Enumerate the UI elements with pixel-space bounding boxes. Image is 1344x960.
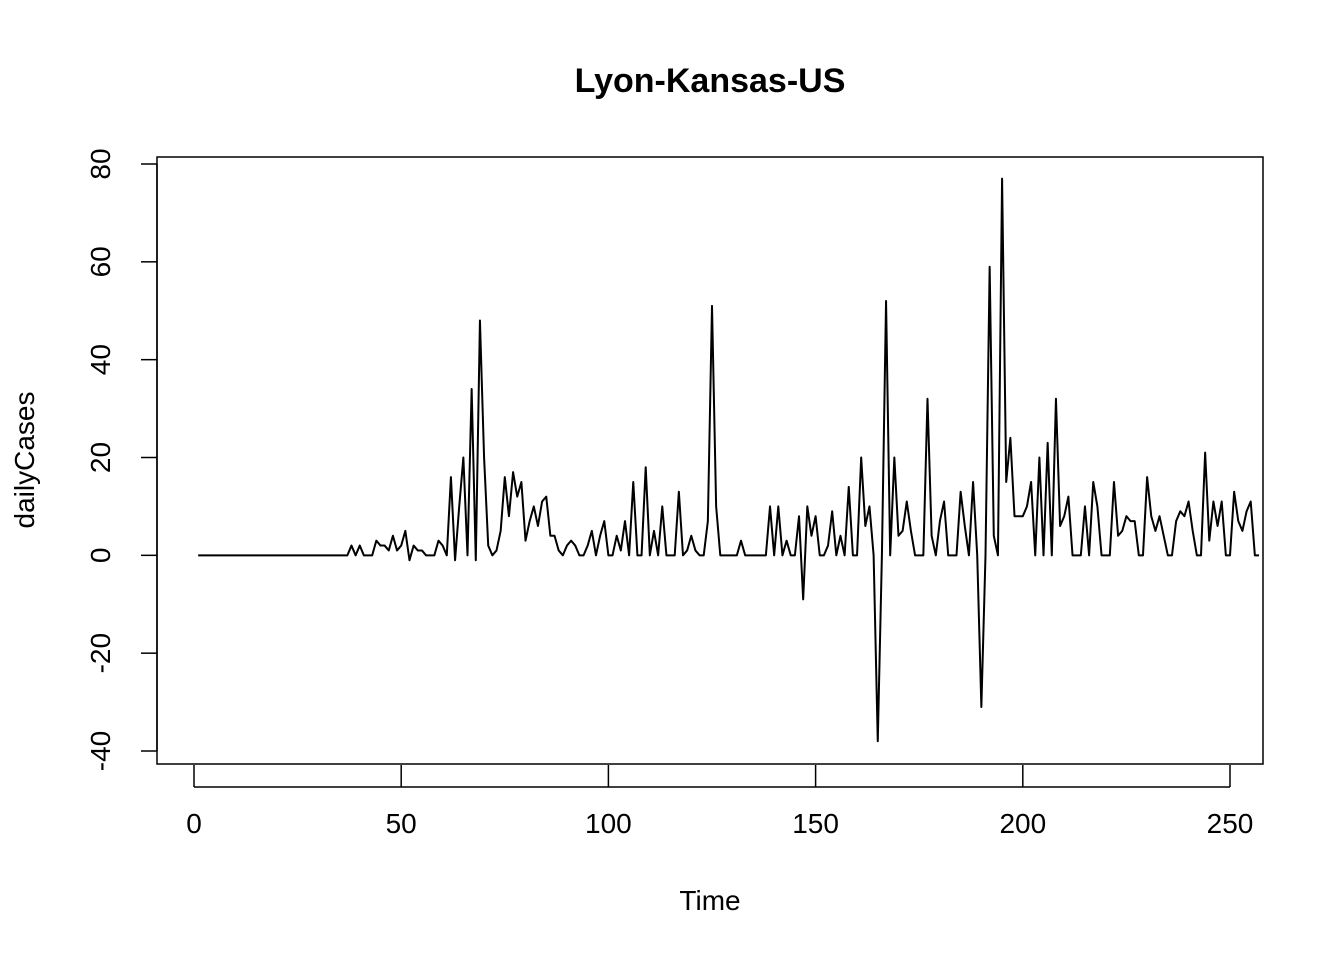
x-tick-label: 100: [585, 808, 632, 839]
y-axis-label: dailyCases: [9, 392, 40, 529]
y-tick-label: 80: [85, 148, 116, 179]
y-tick-label: 40: [85, 344, 116, 375]
plot-area: [198, 177, 1260, 743]
chart-title: Lyon-Kansas-US: [575, 62, 846, 100]
x-tick-label: 200: [999, 808, 1046, 839]
y-tick-label: 60: [85, 246, 116, 277]
y-tick-label: -20: [85, 633, 116, 673]
x-axis: 0 50 100 150 200 250: [186, 765, 1253, 839]
x-axis-label: Time: [679, 885, 740, 916]
x-tick-label: 50: [386, 808, 417, 839]
x-tick-label: 0: [186, 808, 202, 839]
y-tick-label: -40: [85, 731, 116, 771]
x-tick-label: 250: [1207, 808, 1254, 839]
x-tick-label: 150: [792, 808, 839, 839]
y-tick-label: 20: [85, 442, 116, 473]
y-axis: -40 -20 0 20 40 60 80: [85, 148, 158, 771]
series-line: [198, 177, 1260, 743]
y-tick-label: 0: [85, 548, 116, 564]
